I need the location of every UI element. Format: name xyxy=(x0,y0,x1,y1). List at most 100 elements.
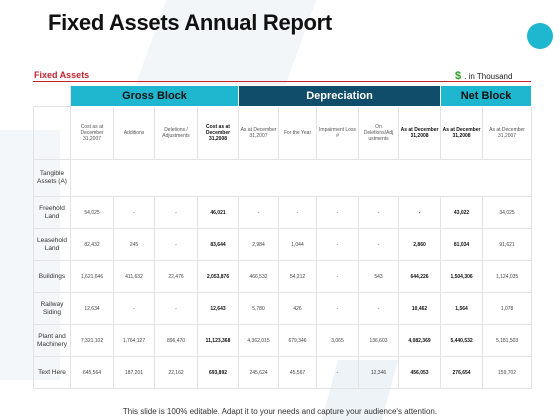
table-cell: - xyxy=(154,196,198,229)
table-cell: 411,632 xyxy=(113,260,155,293)
table-cell: - xyxy=(154,292,198,325)
row-label: Railway Siding xyxy=(33,292,71,325)
table-cell: 245,624 xyxy=(238,356,279,389)
unit-note: $. in Thousand xyxy=(455,70,512,82)
table-cell: 43,022 xyxy=(440,196,484,229)
table-cell: 5,440,532 xyxy=(440,324,484,357)
footer-note: This slide is 100% editable. Adapt it to… xyxy=(122,407,438,416)
unit-text: . in Thousand xyxy=(464,72,513,81)
table-cell: 466,532 xyxy=(238,260,279,293)
table-cell: 83,644 xyxy=(197,228,239,261)
table-cell: 5,780 xyxy=(238,292,279,325)
table-cell: 3,065 xyxy=(316,324,359,357)
table-cell: 7,321,102 xyxy=(70,324,114,357)
table-row: Text Here 645,564 187,201 22,162 693,892 245,… xyxy=(33,356,533,389)
section-label: Fixed Assets xyxy=(34,70,90,80)
table-cell: 187,201 xyxy=(113,356,155,389)
table-cell: 1,078 xyxy=(482,292,533,325)
table-cell: 5,181,503 xyxy=(482,324,533,357)
table-cell: 159,702 xyxy=(482,356,533,389)
table-cell: 2,860 xyxy=(397,228,442,261)
table-cell: 81,034 xyxy=(440,228,484,261)
column-header: For the Year xyxy=(278,106,317,160)
table-cell: 2,053,876 xyxy=(197,260,239,293)
table-cell: - xyxy=(113,292,155,325)
category-spacer xyxy=(69,159,533,197)
table-cell: 34,025 xyxy=(482,196,533,229)
accent-circle xyxy=(527,23,553,49)
column-header: As at December 31,2007 xyxy=(482,106,533,160)
table-cell: - xyxy=(316,260,359,293)
table-cell: 11,123,368 xyxy=(197,324,239,357)
table-cell: 1,124,035 xyxy=(482,260,533,293)
table-cell: - xyxy=(358,228,399,261)
table-cell: 4,362,015 xyxy=(238,324,279,357)
table-cell: 54,025 xyxy=(70,196,114,229)
table-cell: 679,346 xyxy=(278,324,317,357)
table-row: Freehold Land 54,025- -46,021- - - - -43,022 34… xyxy=(33,196,533,229)
category-label: Tangible Assets (A) xyxy=(33,159,71,197)
table-cell: 1,764,127 xyxy=(113,324,155,357)
table-cell: 645,564 xyxy=(70,356,114,389)
table-cell: 1,564 xyxy=(440,292,484,325)
table-cell: 1,504,306 xyxy=(440,260,484,293)
table-cell: 4,082,369 xyxy=(397,324,442,357)
table-cell: - xyxy=(316,356,359,389)
table-cell: 456,053 xyxy=(397,356,442,389)
table-cell: 1,044 xyxy=(278,228,317,261)
table-cell: 12,346 xyxy=(358,356,399,389)
table-cell: 2,984 xyxy=(238,228,279,261)
table-row: Leasehold Land 82,432 245-83,644 2,984 1,044… xyxy=(33,228,533,261)
dollar-icon: $ xyxy=(455,70,462,82)
column-header: On Deletions/Adj ustments xyxy=(358,106,399,160)
table-cell: - xyxy=(358,196,399,229)
table-cell: - xyxy=(278,196,317,229)
table-cell: 22,476 xyxy=(154,260,198,293)
divider xyxy=(33,81,531,82)
table-cell: 10,462 xyxy=(397,292,442,325)
column-header: Additions xyxy=(113,106,155,160)
table-cell: 12,643 xyxy=(197,292,239,325)
table-cell: - xyxy=(154,228,198,261)
table-row: Buildings 1,621,646 411,632 22,476 2,053,876… xyxy=(33,260,533,293)
fixed-assets-table: Gross Block Depreciation Net Block Cost … xyxy=(33,85,533,389)
table-cell: - xyxy=(397,196,442,229)
table-cell: 54,212 xyxy=(278,260,317,293)
column-header: Deletions / Adjustments xyxy=(154,106,198,160)
group-header-depreciation: Depreciation xyxy=(237,85,442,107)
table-cell: 136,603 xyxy=(358,324,399,357)
table-row: Railway Siding 12,634- -12,643 5,780 426- -10… xyxy=(33,292,533,325)
table-cell: 82,432 xyxy=(70,228,114,261)
table-cell: 276,654 xyxy=(440,356,484,389)
table-cell: - xyxy=(358,292,399,325)
row-label: Text Here xyxy=(33,356,71,389)
column-header-blank xyxy=(33,106,71,160)
table-cell: - xyxy=(238,196,279,229)
table-cell: 693,892 xyxy=(197,356,239,389)
group-header-gross: Gross Block xyxy=(70,85,239,107)
group-header-net: Net Block xyxy=(440,85,533,107)
table-cell: 12,634 xyxy=(70,292,114,325)
column-header: Cost as at December 31,2007 xyxy=(70,106,114,160)
column-header: Impairment Loss # xyxy=(316,106,359,160)
table-cell: - xyxy=(316,228,359,261)
row-label: Freehold Land xyxy=(33,196,71,229)
table-cell: 543 xyxy=(358,260,399,293)
table-cell: 896,470 xyxy=(154,324,198,357)
page-title: Fixed Assets Annual Report xyxy=(48,10,332,35)
table-cell: 644,226 xyxy=(397,260,442,293)
table-cell: - xyxy=(316,196,359,229)
column-header: As at December 31,2007 xyxy=(238,106,279,160)
row-label: Buildings xyxy=(33,260,71,293)
table-cell: 245 xyxy=(113,228,155,261)
table-cell: 45,567 xyxy=(278,356,317,389)
column-header: Cost as at December 31,2008 xyxy=(197,106,239,160)
table-row: Plant and Machinery 7,321,102 1,764,127 896… xyxy=(33,324,533,357)
column-header: As at December 31,2008 xyxy=(440,106,484,160)
column-header: As at December 31,2008 xyxy=(397,106,442,160)
table-cell: 91,621 xyxy=(482,228,533,261)
row-label: Leasehold Land xyxy=(33,228,71,261)
table-cell: 22,162 xyxy=(154,356,198,389)
table-cell: 1,621,646 xyxy=(70,260,114,293)
corner-cell xyxy=(33,85,71,107)
